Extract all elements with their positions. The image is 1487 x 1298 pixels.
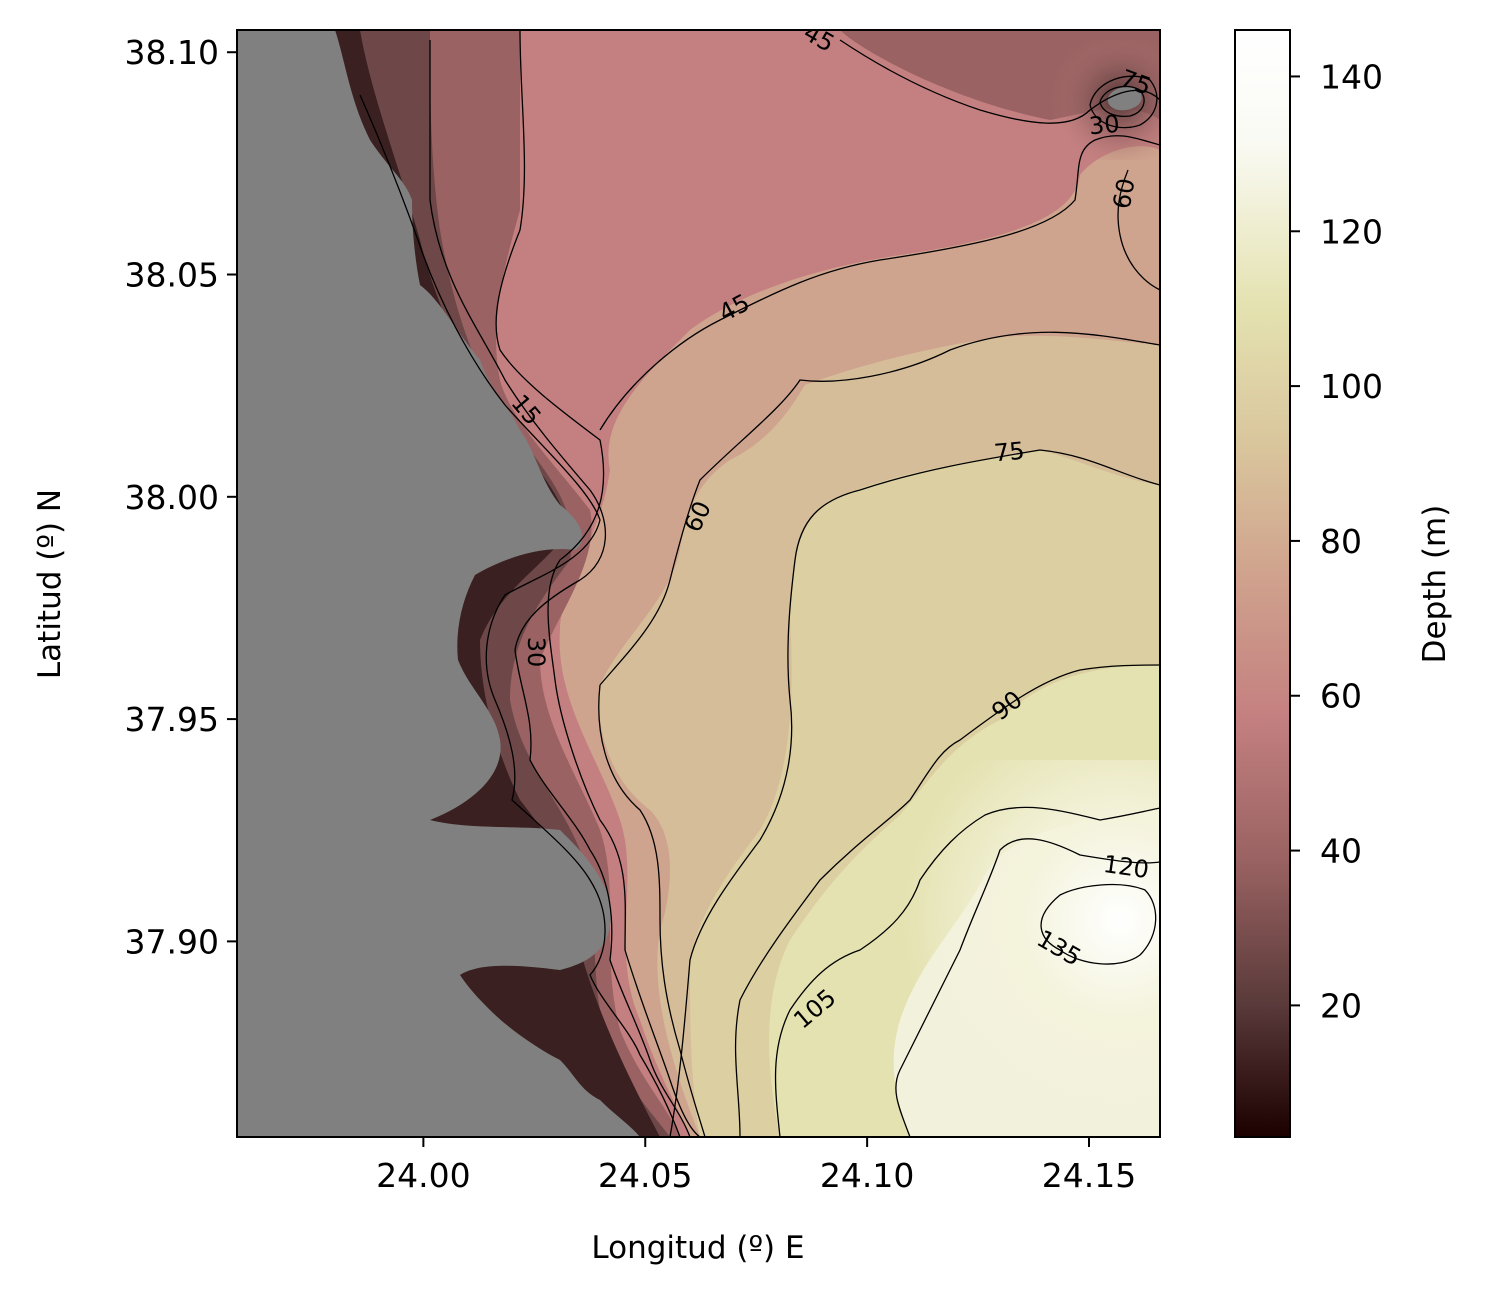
x-axis: 24.00 24.05 24.10 24.15 <box>376 1137 1136 1195</box>
y-tick-label: 38.00 <box>125 478 219 517</box>
contour-60-island <box>1117 169 1160 291</box>
contour-135 <box>1040 883 1157 965</box>
contour-75 <box>669 449 1160 1137</box>
colorbar-gradient <box>1234 29 1291 1138</box>
x-tick-label: 24.15 <box>1042 1156 1136 1195</box>
contour-island-30 <box>1099 85 1145 118</box>
contour-90 <box>734 664 1160 1137</box>
map-frame <box>236 29 1161 1138</box>
contour-45-upper <box>839 39 1160 124</box>
contour-label-60-island: 60 <box>1108 176 1141 211</box>
x-tick-label: 24.10 <box>820 1156 914 1195</box>
contour-label-30-coast: 30 <box>522 637 550 668</box>
contour-lines <box>359 30 1160 1137</box>
contour-60-lower <box>598 684 706 1137</box>
contour-120 <box>895 838 1160 1137</box>
y-tick-label: 38.10 <box>125 33 219 72</box>
map-panel: 15 30 45 45 60 60 75 75 30 90 105 120 13… <box>237 30 1160 1137</box>
colorbar-tick-label: 60 <box>1320 677 1362 716</box>
island <box>1107 87 1142 111</box>
x-tick-label: 24.00 <box>376 1156 470 1195</box>
colorbar-label: Depth (m) <box>1417 505 1453 664</box>
colorbar-tick-label: 140 <box>1320 57 1383 96</box>
colorbar-tick-label: 20 <box>1320 986 1362 1025</box>
x-axis-label: Longitud (º) E <box>591 1230 804 1266</box>
contour-label-120: 120 <box>1101 850 1150 884</box>
colorbar-tick-label: 120 <box>1320 212 1383 251</box>
colorbar-tick-label: 100 <box>1320 367 1383 406</box>
y-axis: 38.10 38.05 38.00 37.95 37.90 <box>125 33 237 961</box>
contour-30 <box>429 40 691 1137</box>
contour-label-30-island: 30 <box>1088 110 1121 141</box>
colorbar: 20 40 60 80 100 120 140 Depth (m) <box>1234 29 1453 1138</box>
contour-45 <box>495 30 701 1137</box>
contour-island-75 <box>1089 75 1158 129</box>
contour-45-mid <box>599 135 1160 431</box>
deep-spot-shading <box>900 760 1160 1137</box>
contour-60 <box>599 331 1160 686</box>
y-tick-label: 38.05 <box>125 256 219 295</box>
colorbar-ticks: 20 40 60 80 100 120 140 <box>1290 57 1383 1025</box>
y-tick-label: 37.95 <box>125 700 219 739</box>
contour-105 <box>774 806 1160 1137</box>
colorbar-tick-label: 80 <box>1320 522 1362 561</box>
y-axis-label: Latitud (º) N <box>32 489 68 679</box>
land <box>237 30 640 1137</box>
contour-label-75-mid: 75 <box>993 437 1026 468</box>
colorbar-tick-label: 40 <box>1320 832 1362 871</box>
x-tick-label: 24.05 <box>598 1156 692 1195</box>
contour-15 <box>359 94 681 1137</box>
y-tick-label: 37.90 <box>125 922 219 961</box>
